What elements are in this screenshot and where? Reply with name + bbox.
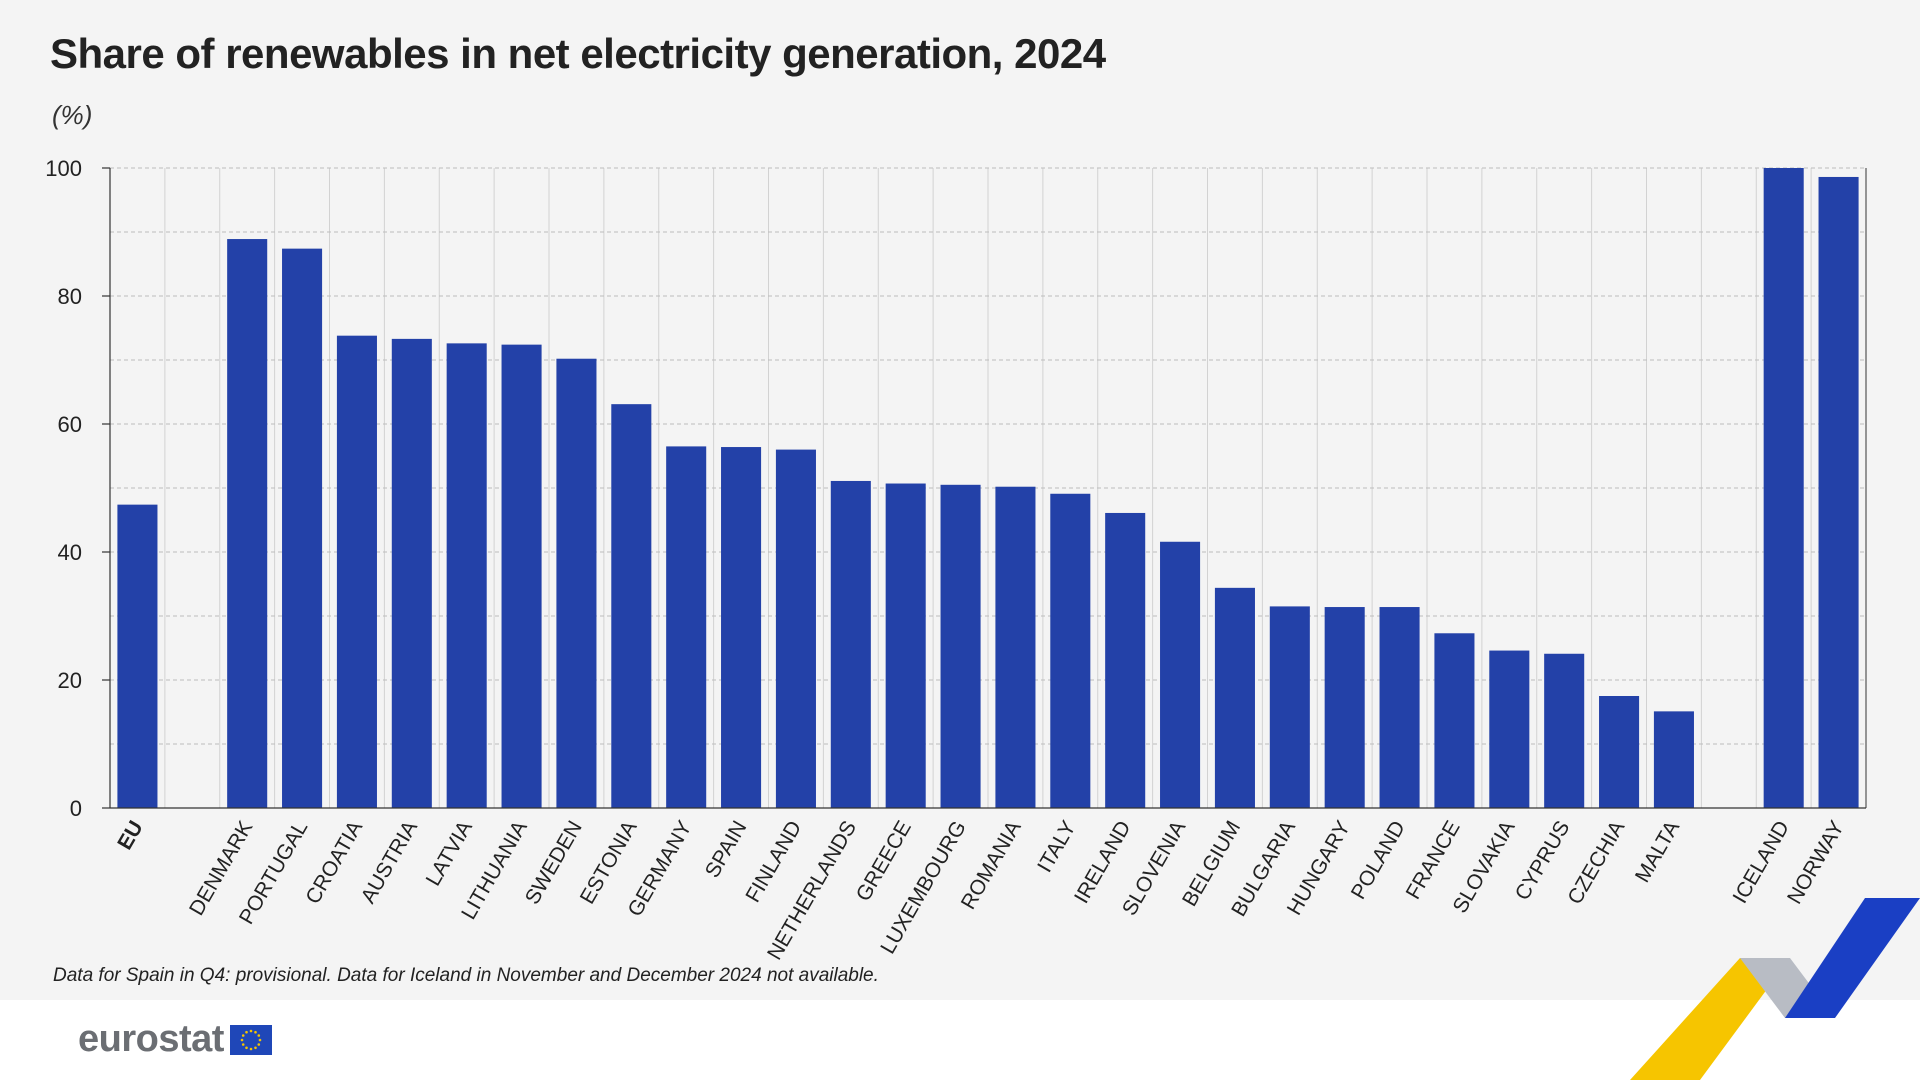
eu-flag-icon xyxy=(229,1024,272,1055)
flag-star xyxy=(257,1033,261,1037)
bar-ireland xyxy=(1105,512,1146,808)
flag-star xyxy=(245,1045,248,1049)
bar-iceland xyxy=(1763,168,1804,808)
bar-greece xyxy=(885,483,926,808)
y-tick-label: 0 xyxy=(70,796,82,821)
bar-sweden xyxy=(556,358,597,808)
bar-slovakia xyxy=(1489,650,1530,808)
bar-eu xyxy=(117,504,158,808)
y-tick-label: 100 xyxy=(45,156,82,181)
y-tick-label: 40 xyxy=(58,540,82,565)
bar-luxembourg xyxy=(940,484,981,808)
y-tick-label: 60 xyxy=(58,412,82,437)
bar-france xyxy=(1434,633,1475,808)
bars xyxy=(117,168,1859,809)
flag-star xyxy=(254,1030,257,1034)
bar-netherlands xyxy=(830,480,871,808)
flag-star xyxy=(241,1033,245,1037)
flag-star xyxy=(258,1038,262,1041)
flag-star xyxy=(254,1045,257,1049)
ribbon-yellow-shape xyxy=(1630,958,1790,1080)
bar-malta xyxy=(1653,711,1694,808)
bar-slovenia xyxy=(1160,541,1201,808)
bar-lithuania xyxy=(501,344,542,808)
chart-title: Share of renewables in net electricity g… xyxy=(50,30,1106,77)
bar-belgium xyxy=(1214,587,1255,808)
bar-norway xyxy=(1818,176,1859,808)
flag-star xyxy=(249,1029,253,1032)
ribbon-blue-shape xyxy=(1785,898,1920,1018)
bar-portugal xyxy=(282,248,323,808)
flag-star xyxy=(249,1047,253,1050)
eurostat-logo: eurostat xyxy=(78,1018,272,1061)
y-tick-label: 80 xyxy=(58,284,82,309)
bar-denmark xyxy=(227,239,268,809)
flag-star xyxy=(240,1038,244,1041)
bar-romania xyxy=(995,486,1036,808)
y-tick-label: 20 xyxy=(58,668,82,693)
bar-estonia xyxy=(611,404,652,808)
bar-germany xyxy=(666,446,707,808)
bar-finland xyxy=(775,449,816,808)
bar-cyprus xyxy=(1544,653,1585,808)
bar-latvia xyxy=(446,343,487,808)
y-axis-unit-label: (%) xyxy=(52,100,93,130)
bar-hungary xyxy=(1324,607,1365,808)
footnote: Data for Spain in Q4: provisional. Data … xyxy=(53,965,879,986)
axes xyxy=(102,167,1867,809)
footer-band xyxy=(0,1000,1920,1080)
flag-star xyxy=(257,1042,261,1046)
logo-wordmark: eurostat xyxy=(78,1018,224,1060)
bar-poland xyxy=(1379,607,1420,808)
bar-croatia xyxy=(336,335,377,808)
bar-czechia xyxy=(1599,696,1640,808)
bar-spain xyxy=(721,447,762,808)
bar-italy xyxy=(1050,493,1091,808)
flag-star xyxy=(241,1042,245,1046)
bar-austria xyxy=(391,338,432,808)
bar-bulgaria xyxy=(1269,606,1310,808)
flag-star xyxy=(245,1030,248,1034)
